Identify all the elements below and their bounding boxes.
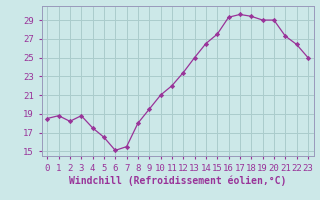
X-axis label: Windchill (Refroidissement éolien,°C): Windchill (Refroidissement éolien,°C)	[69, 175, 286, 186]
